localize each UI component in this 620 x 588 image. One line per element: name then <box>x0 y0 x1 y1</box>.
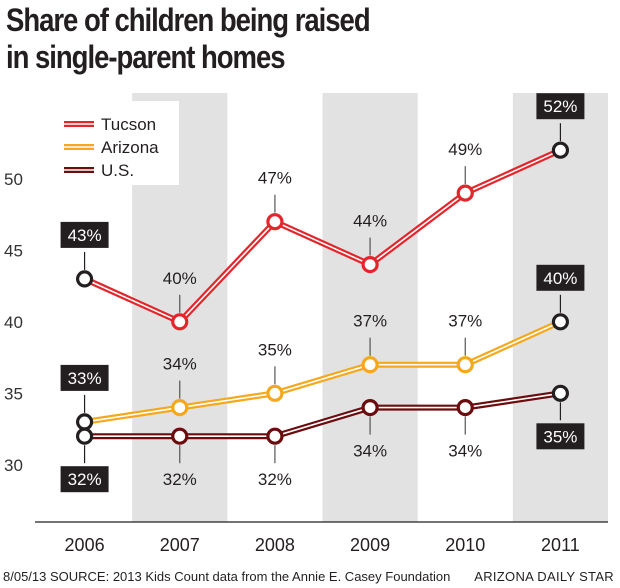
legend-label: Tucson <box>101 115 156 134</box>
data-label: 43% <box>68 226 102 245</box>
x-tick-label: 2007 <box>160 535 200 555</box>
data-point <box>171 427 189 445</box>
data-label: 40% <box>163 269 197 288</box>
y-tick-label: 45 <box>4 241 23 260</box>
data-point <box>361 356 379 374</box>
data-point <box>551 384 570 402</box>
data-point <box>361 399 379 417</box>
data-label: 37% <box>448 312 482 331</box>
x-tick-label: 2010 <box>445 535 485 555</box>
data-label: 33% <box>68 369 102 388</box>
data-label: 35% <box>543 427 577 446</box>
y-tick-label: 50 <box>4 170 23 189</box>
data-label: 52% <box>543 97 577 116</box>
data-label: 34% <box>448 442 482 461</box>
data-label: 32% <box>68 470 102 489</box>
data-label: 47% <box>258 169 292 188</box>
data-point <box>266 427 284 445</box>
x-tick-label: 2006 <box>65 535 105 555</box>
data-label-box <box>536 423 585 450</box>
chart-title-line-1: Share of children being raised <box>6 2 371 38</box>
legend-label: U.S. <box>101 161 134 180</box>
chart-title-line-2: in single-parent homes <box>6 39 286 75</box>
data-point <box>75 413 94 431</box>
axes: 30 35 40 45 50 2006 2007 2008 2009 2010 2011 <box>4 170 608 555</box>
data-point <box>456 356 474 374</box>
band-2009 <box>322 93 418 522</box>
data-point <box>551 141 570 159</box>
y-tick-label: 30 <box>4 456 23 475</box>
data-label-box <box>60 466 109 493</box>
data-point <box>551 313 570 331</box>
data-label-box <box>60 221 109 248</box>
data-label: 34% <box>163 355 197 374</box>
data-point <box>171 399 189 417</box>
data-labels: 43% 40% 47% 44% 49% 52% 33% 34% 35% 37% 37% 40% 32% 3… <box>60 93 585 493</box>
x-tick-label: 2011 <box>541 535 580 555</box>
data-label-box <box>536 93 585 120</box>
data-point <box>361 256 379 274</box>
y-tick-label: 35 <box>4 384 23 403</box>
data-label: 37% <box>353 312 387 331</box>
data-label: 32% <box>163 470 197 489</box>
data-label: 40% <box>543 269 577 288</box>
data-point <box>75 270 94 288</box>
data-point <box>266 384 284 402</box>
legend: Tucson Arizona U.S. <box>52 101 179 185</box>
x-tick-label: 2008 <box>255 535 295 555</box>
data-label-box <box>536 264 585 291</box>
data-label: 32% <box>258 470 292 489</box>
data-label: 34% <box>353 442 387 461</box>
y-tick-label: 40 <box>4 313 23 332</box>
series-lines <box>83 147 562 440</box>
data-label: 44% <box>353 212 387 231</box>
data-point <box>171 313 189 331</box>
series-line-core-Tucson <box>84 149 561 323</box>
data-label: 49% <box>448 140 482 159</box>
data-point <box>456 399 474 417</box>
legend-label: Arizona <box>101 138 159 157</box>
data-label: 35% <box>258 340 292 359</box>
source-note: 8/05/13 SOURCE: 2013 Kids Count data fro… <box>3 569 451 584</box>
data-point <box>75 427 94 445</box>
data-label-box <box>60 364 109 391</box>
series-line-core-U.S. <box>84 392 561 438</box>
series-line-core-Arizona <box>84 321 561 423</box>
x-tick-label: 2009 <box>350 535 390 555</box>
chart-title: Share of children being raised in single… <box>6 2 522 76</box>
data-point <box>266 213 284 231</box>
credit-line: ARIZONA DAILY STAR <box>474 569 614 584</box>
data-point <box>456 184 474 202</box>
series-points <box>75 141 570 445</box>
footer: 8/05/13 SOURCE: 2013 Kids Count data fro… <box>0 566 620 588</box>
